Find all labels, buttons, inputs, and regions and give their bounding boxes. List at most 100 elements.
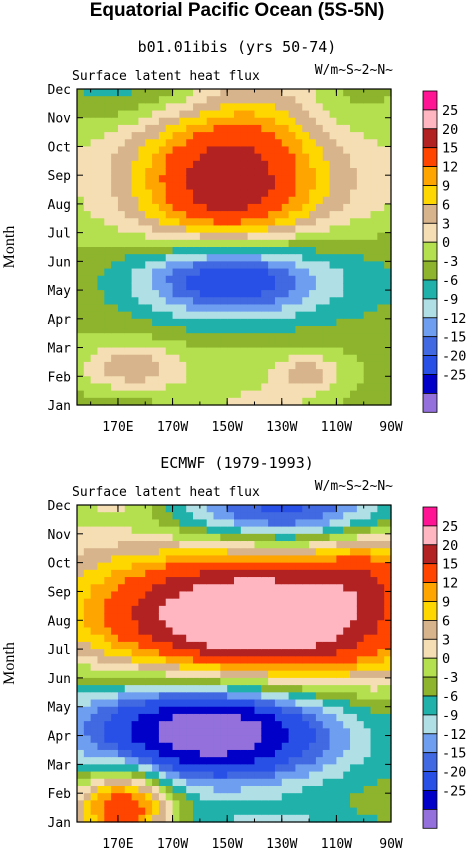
heatmap-cell [356, 383, 365, 392]
heatmap-cell [206, 304, 215, 313]
heatmap-cell [350, 254, 358, 262]
heatmap-cell [329, 239, 337, 248]
heatmap-cell [336, 290, 344, 298]
heatmap-cell [247, 713, 256, 722]
heatmap-cell [274, 340, 283, 349]
heatmap-cell [254, 333, 262, 341]
heatmap-cell [336, 713, 344, 722]
colorbar-swatch [422, 222, 438, 243]
heatmap-cell [363, 699, 372, 708]
heatmap-cell [104, 153, 112, 162]
heatmap-cell [356, 225, 365, 234]
heatmap-cell [240, 376, 249, 385]
heatmap-cell [363, 117, 372, 126]
heatmap-cell [274, 203, 283, 212]
heatmap-cell [281, 771, 290, 780]
heatmap-cell [138, 670, 146, 679]
heatmap-cell [261, 254, 269, 262]
heatmap-cell [254, 613, 262, 621]
heatmap-cell [199, 96, 208, 104]
heatmap-cell [356, 290, 365, 298]
heatmap-cell [206, 548, 215, 557]
heatmap-cell [322, 132, 331, 140]
heatmap-cell [281, 548, 290, 557]
heatmap-cell [329, 247, 337, 255]
heatmap-cell [220, 749, 228, 758]
heatmap-cell [356, 326, 365, 334]
heatmap-cell [145, 807, 153, 816]
heatmap-cell [145, 218, 153, 227]
y-tick-label: Oct [48, 557, 71, 572]
heatmap-cell [254, 211, 262, 219]
heatmap-cell [124, 713, 133, 722]
colorbar-label: -12 [442, 727, 466, 743]
heatmap-cell [288, 268, 297, 277]
heatmap-cell [343, 211, 351, 219]
heatmap-cell [138, 778, 146, 787]
heatmap-cell [158, 742, 167, 751]
heatmap-cell [158, 627, 167, 636]
heatmap-cell [295, 800, 303, 809]
heatmap-cell [104, 533, 112, 542]
heatmap-cell [131, 232, 140, 241]
heatmap-cell [152, 203, 160, 212]
heatmap-cell [309, 505, 317, 513]
heatmap-cell [186, 304, 194, 313]
heatmap-cell [350, 311, 358, 320]
heatmap-cell [247, 764, 256, 773]
heatmap-cell [377, 282, 385, 291]
heatmap-cell [261, 203, 269, 212]
heatmap-cell [158, 376, 167, 385]
heatmap-cell [186, 354, 194, 363]
heatmap-cell [268, 807, 276, 816]
heatmap-cell [384, 311, 392, 320]
heatmap-cell [145, 555, 153, 564]
heatmap-cell [322, 196, 331, 205]
heatmap-cell [384, 778, 392, 787]
heatmap-cell [83, 189, 92, 198]
heatmap-cell [343, 541, 351, 549]
heatmap-cell [343, 620, 351, 629]
heatmap-cell [193, 649, 201, 657]
heatmap-cell [315, 326, 324, 334]
heatmap-cell [165, 764, 174, 773]
heatmap-cell [240, 541, 249, 549]
heatmap-cell [145, 203, 153, 212]
heatmap-cell [179, 354, 187, 363]
heatmap-cell [179, 764, 187, 773]
heatmap-cell [336, 211, 344, 219]
heatmap-cell [247, 771, 256, 780]
heatmap-cell [145, 577, 153, 585]
heatmap-cell [363, 785, 372, 794]
heatmap-cell [165, 620, 174, 629]
heatmap-cell [370, 211, 378, 219]
heatmap-cell [213, 390, 221, 399]
heatmap-cell [97, 721, 105, 729]
heatmap-cell [158, 232, 167, 241]
heatmap-cell [83, 807, 92, 816]
heatmap-cell [370, 728, 378, 737]
heatmap-cell [165, 254, 174, 262]
heatmap-cell [384, 533, 392, 542]
heatmap-cell [234, 555, 242, 564]
heatmap-cell [336, 620, 344, 629]
heatmap-cell [336, 124, 344, 133]
heatmap-cell [124, 290, 133, 298]
heatmap-cell [117, 326, 126, 334]
heatmap-cell [77, 132, 85, 140]
heatmap-cell [158, 304, 167, 313]
heatmap-cell [268, 793, 276, 801]
heatmap-cell [247, 541, 256, 549]
heatmap-cell [172, 326, 180, 334]
heatmap-cell [227, 533, 235, 542]
heatmap-cell [104, 390, 112, 399]
heatmap-cell [124, 584, 133, 593]
heatmap-cell [179, 641, 187, 650]
heatmap-cell [124, 139, 133, 148]
heatmap-cell [97, 713, 105, 722]
heatmap-cell [83, 225, 92, 234]
heatmap-cell [90, 189, 99, 198]
heatmap-cell [240, 383, 249, 392]
heatmap-cell [234, 670, 242, 679]
heatmap-cell [227, 139, 235, 148]
